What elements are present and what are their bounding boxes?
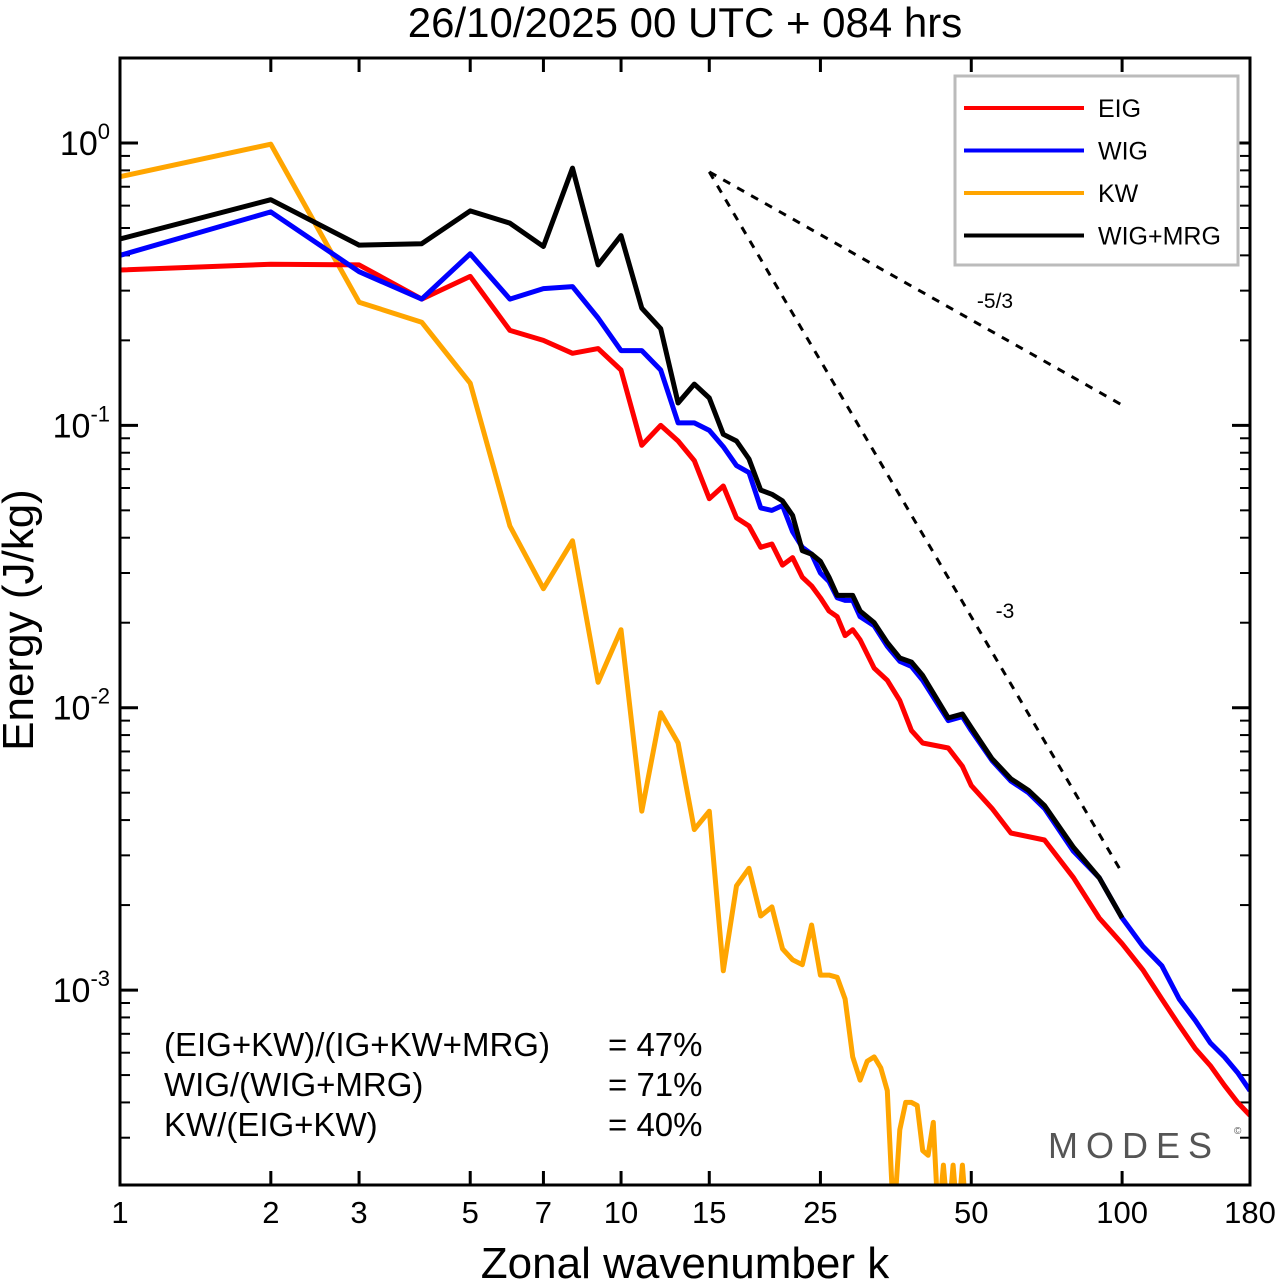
series-line-wig-mrg [120, 165, 1125, 920]
x-tick-label: 25 [803, 1195, 837, 1230]
ratio-value: = 47% [608, 1026, 703, 1063]
chart-title: 26/10/2025 00 UTC + 084 hrs [408, 0, 963, 46]
x-tick-label: 1 [111, 1195, 128, 1230]
ratio-label: (EIG+KW)/(IG+KW+MRG) [164, 1026, 550, 1063]
legend-label: KW [1098, 180, 1139, 208]
series-line-eig [120, 261, 1250, 1118]
logo-copyright-mark: © [1234, 1126, 1242, 1137]
y-tick-label: 10-2 [53, 684, 110, 728]
series-line-wig [120, 209, 1250, 1093]
modes-logo: MODES [1048, 1125, 1220, 1166]
x-axis-label: Zonal wavenumber k [481, 1239, 890, 1281]
x-tick-label: 5 [462, 1195, 479, 1230]
ratio-value: = 40% [608, 1106, 703, 1143]
reference-line-slope [707, 171, 1124, 874]
x-tick-label: 2 [262, 1195, 279, 1230]
y-tick-label: 10-1 [53, 401, 110, 445]
x-tick-label: 15 [692, 1195, 726, 1230]
legend-label: WIG [1098, 138, 1148, 166]
ratio-label: KW/(EIG+KW) [164, 1106, 378, 1143]
legend: EIG WIG KW WIG+MRG [953, 74, 1240, 267]
ratio-label: WIG/(WIG+MRG) [164, 1066, 423, 1103]
y-tick-label: 100 [60, 119, 110, 163]
x-tick-label: 180 [1224, 1195, 1276, 1230]
legend-label: EIG [1098, 95, 1141, 123]
x-tick-label: 100 [1096, 1195, 1148, 1230]
x-tick-label: 7 [535, 1195, 552, 1230]
x-tick-label: 10 [604, 1195, 638, 1230]
legend-label: WIG+MRG [1098, 223, 1221, 251]
plot-frame [118, 56, 1252, 1187]
series-line-kw [120, 141, 967, 1185]
reference-line-label: -3 [996, 600, 1015, 623]
x-tick-label: 50 [954, 1195, 988, 1230]
x-tick-label: 3 [350, 1195, 367, 1230]
y-axis-label: Energy (J/kg) [0, 489, 43, 751]
reference-line-label: -5/3 [977, 290, 1013, 313]
y-tick-label: 10-3 [53, 966, 110, 1010]
ratio-value: = 71% [608, 1066, 703, 1103]
